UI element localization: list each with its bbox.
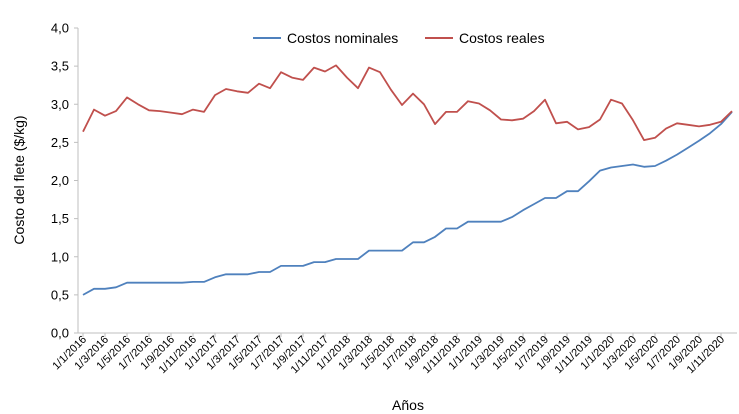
y-tick-label: 1,5: [51, 211, 69, 226]
y-tick-label: 2,5: [51, 135, 69, 150]
y-axis-title: Costo del flete ($/kg): [11, 115, 27, 244]
y-tick-label: 1,0: [51, 249, 69, 264]
legend-label-costos-reales: Costos reales: [459, 30, 545, 46]
y-tick-label: 0,0: [51, 326, 69, 341]
y-axis: 0,0 0,5 1,0 1,5 2,0 2,5 3,0 3,5 4,0: [51, 21, 79, 341]
x-axis-title: Años: [392, 397, 424, 413]
y-tick-label: 0,5: [51, 287, 69, 302]
x-axis: 1/1/20161/3/20161/5/20161/7/20161/9/2016…: [50, 332, 737, 376]
series-line-costos-nominales: [82, 111, 733, 296]
y-tick-label: 2,0: [51, 173, 69, 188]
series-layer: [82, 64, 733, 296]
legend-label-costos-nominales: Costos nominales: [287, 30, 398, 46]
legend: Costos nominales Costos reales: [253, 30, 545, 46]
y-tick-label: 4,0: [51, 21, 69, 36]
y-tick-label: 3,0: [51, 97, 69, 112]
y-tick-label: 3,5: [51, 59, 69, 74]
series-line-costos-reales: [82, 64, 733, 142]
